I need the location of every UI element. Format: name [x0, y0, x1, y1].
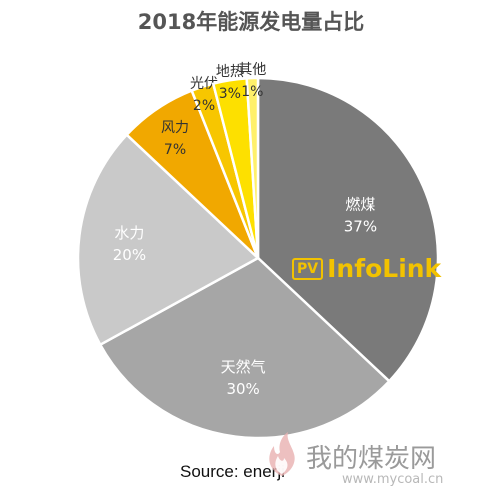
- chart-source: Source: enerji: [180, 462, 285, 481]
- slice-label-5: 光伏: [190, 76, 218, 92]
- slice-value-3: 20%: [113, 246, 146, 264]
- slice-value-5: 2%: [193, 98, 215, 114]
- slice-value-1: 37%: [344, 218, 377, 236]
- pie-slice-1: [256, 76, 440, 383]
- slice-value-2: 30%: [226, 380, 259, 398]
- slice-value-7: 1%: [241, 84, 263, 100]
- slice-label-6: 地热: [216, 64, 244, 80]
- slice-label-3: 水力: [114, 224, 144, 242]
- slice-label-1: 燃煤: [345, 196, 375, 214]
- pie-slice-7: [245, 76, 260, 259]
- slice-value-4: 7%: [164, 142, 186, 158]
- watermark-text: 我的煤炭网: [306, 444, 437, 474]
- infolink-badge: PV: [292, 257, 324, 280]
- infolink-text: InfoLink: [327, 254, 442, 283]
- slice-label-2: 天然气: [221, 358, 266, 376]
- chart-title: 2018年能源发电量占比: [137, 10, 365, 34]
- pie-slice-2: [98, 256, 391, 440]
- flame-logo-icon: [269, 432, 295, 476]
- pie-slice-3: [76, 133, 261, 347]
- watermark-url: www.mycoal.cn: [342, 472, 444, 487]
- slice-label-7: 其他: [238, 62, 266, 78]
- infolink-logo: PV InfoLink: [292, 254, 441, 283]
- slice-label-4: 风力: [161, 120, 189, 136]
- slice-value-6: 3%: [219, 86, 241, 102]
